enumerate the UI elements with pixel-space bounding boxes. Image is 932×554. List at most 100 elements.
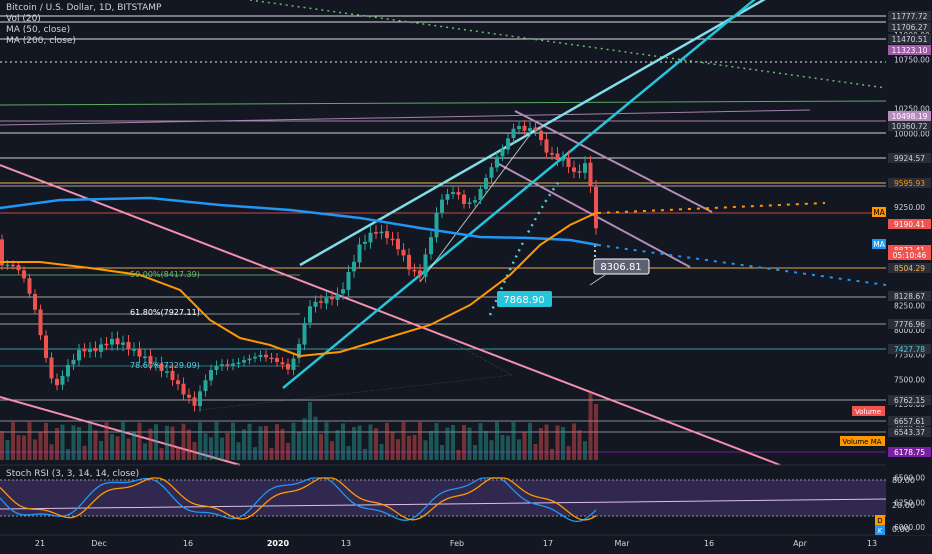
candle[interactable] [462,189,466,209]
candle[interactable] [500,144,505,161]
candle[interactable] [313,295,318,313]
candle[interactable] [176,373,180,391]
candle[interactable] [38,304,43,340]
candle[interactable] [319,294,323,309]
candle[interactable] [533,121,538,136]
candle[interactable] [115,331,120,351]
candle[interactable] [418,264,422,283]
candle[interactable] [341,282,345,300]
candle[interactable] [346,265,351,297]
candle[interactable] [478,184,483,205]
time-axis[interactable]: 21 Dec 16 2020 13 Feb 17 Mar 16 Apr 13 [35,539,877,548]
candle[interactable] [583,156,587,180]
blue-dotted-projection[interactable] [597,244,887,286]
candle[interactable] [192,391,197,412]
candle[interactable] [236,357,241,368]
candle[interactable] [88,342,92,358]
candle[interactable] [506,133,510,155]
candle[interactable] [517,120,521,135]
candle[interactable] [594,180,598,235]
candle[interactable] [423,248,428,283]
candle[interactable] [363,234,367,251]
candle[interactable] [66,359,70,382]
candle[interactable] [324,291,329,310]
purple-channel-upper[interactable] [514,110,713,213]
candle[interactable] [280,357,285,370]
candle[interactable] [104,337,109,351]
candle[interactable] [198,385,202,412]
candle[interactable] [522,120,527,136]
candle[interactable] [181,377,186,401]
candle[interactable] [209,364,213,386]
candle[interactable] [253,352,257,363]
candle[interactable] [390,231,395,246]
candle[interactable] [143,349,147,364]
candle[interactable] [165,364,169,378]
thin-white-trendline[interactable] [419,127,536,283]
dotted-green-trendline[interactable] [249,0,887,89]
candle[interactable] [231,358,235,371]
candle[interactable] [60,370,65,390]
candle[interactable] [368,225,373,249]
ma200-line[interactable] [0,196,599,247]
candle[interactable] [0,234,4,271]
candle[interactable] [385,224,389,245]
candle[interactable] [170,364,175,387]
candle[interactable] [379,224,384,240]
candle[interactable] [451,186,455,199]
pink-descending-trendline-lower[interactable] [0,396,241,466]
indicator-ma50-label[interactable]: MA (50, close) [6,25,71,35]
candle[interactable] [225,359,230,371]
candle[interactable] [489,162,494,182]
candle[interactable] [484,173,488,194]
candle[interactable] [49,352,54,384]
candle[interactable] [126,334,131,356]
candle[interactable] [429,231,433,260]
candle[interactable] [335,287,340,307]
cyan-channel-lower[interactable] [282,0,760,389]
candle[interactable] [434,207,439,243]
candle[interactable] [77,343,81,367]
symbol-title[interactable]: Bitcoin / U.S. Dollar, 1D, BITSTAMP [6,3,162,13]
candle[interactable] [401,243,406,262]
candle[interactable] [511,123,516,143]
candle[interactable] [33,289,37,315]
candle[interactable] [330,290,334,306]
candle[interactable] [258,350,263,362]
candle[interactable] [275,353,279,367]
candle[interactable] [566,150,571,174]
candle[interactable] [154,357,158,371]
candle[interactable] [302,317,307,351]
candle[interactable] [555,147,560,167]
candle[interactable] [467,197,472,209]
candle[interactable] [203,374,208,397]
candle[interactable] [440,194,444,218]
candle[interactable] [352,254,356,278]
candle[interactable] [22,266,26,283]
candle[interactable] [44,330,48,363]
candle[interactable] [110,332,114,351]
candle[interactable] [27,273,32,298]
candle[interactable] [308,300,312,329]
candle[interactable] [93,341,98,358]
price-callout-8306[interactable]: 8306.81 [593,258,650,275]
candle[interactable] [473,195,477,207]
candlesticks[interactable] [0,120,598,412]
candle[interactable] [572,160,576,179]
candle[interactable] [539,124,543,146]
candle[interactable] [550,146,554,161]
pink-descending-trendline[interactable] [0,164,781,466]
indicator-volume-label[interactable]: Vol (20) [6,14,41,24]
candle[interactable] [71,353,76,370]
candle[interactable] [357,237,362,269]
candle[interactable] [264,350,268,362]
candle[interactable] [269,352,274,363]
candle[interactable] [412,263,417,277]
candle[interactable] [242,355,246,367]
candle[interactable] [148,349,153,371]
candle[interactable] [291,352,296,376]
candle[interactable] [286,358,290,375]
candle[interactable] [82,343,87,358]
candle[interactable] [374,225,378,239]
